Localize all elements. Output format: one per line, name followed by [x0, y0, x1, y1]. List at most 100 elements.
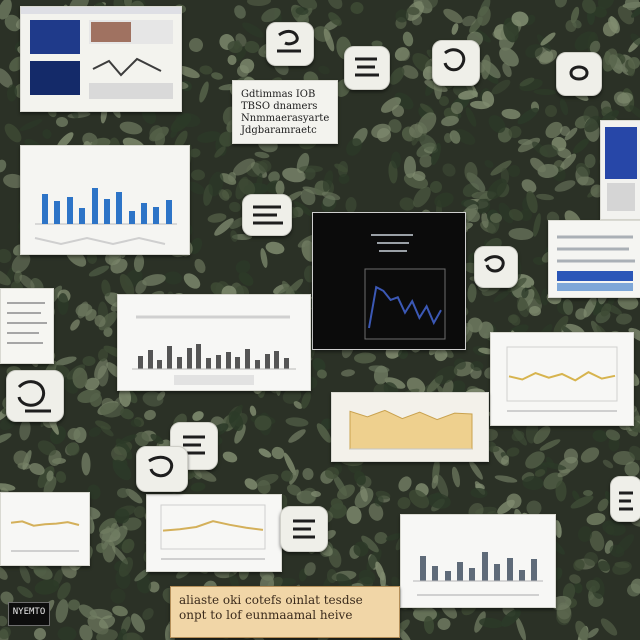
leaf: [441, 115, 459, 127]
bottom-middle-yellow-card: [146, 494, 282, 572]
leaf: [19, 419, 31, 441]
leaf: [554, 520, 562, 538]
leaf: [624, 0, 640, 11]
sticky-loop: [483, 255, 505, 273]
left-small-text-svg: [1, 289, 53, 363]
leaf: [300, 188, 316, 206]
bar-left-bar: [67, 197, 73, 224]
leaf: [586, 512, 606, 526]
leaf: [629, 105, 640, 119]
leaf: [494, 475, 518, 483]
leaf: [11, 252, 31, 274]
leaf: [37, 440, 57, 456]
leaf: [311, 490, 321, 498]
dark-plot-frame: [364, 268, 446, 340]
leaf: [600, 618, 618, 636]
leaf: [259, 569, 275, 581]
leaf: [111, 446, 127, 462]
leaf: [617, 294, 639, 310]
leaf: [631, 4, 640, 18]
leaf: [539, 439, 561, 451]
histogram-bar: [274, 351, 279, 369]
leaf: [288, 429, 306, 443]
leaf: [573, 138, 589, 154]
sticky-bottom-2-svg: [148, 455, 174, 478]
leaf: [4, 123, 22, 143]
leaf: [592, 429, 608, 443]
leaf: [516, 296, 530, 318]
leaf: [110, 588, 126, 604]
bar-left-bar: [42, 194, 48, 224]
leaf: [94, 358, 108, 380]
rl-lines: [557, 235, 635, 263]
leaf: [96, 629, 118, 640]
center-yellow-area-svg: [332, 393, 488, 461]
leaf: [511, 11, 529, 27]
leaf: [118, 387, 132, 407]
leaf: [470, 487, 488, 499]
bottom-banner: aliaste oki cotefs oinlat tesdse onpt to…: [170, 586, 400, 638]
yellow-line-frame: [506, 346, 618, 402]
leaf: [94, 315, 106, 327]
leaf: [602, 21, 618, 37]
leaf: [434, 192, 454, 208]
leaf: [328, 12, 342, 26]
bl-bg: [1, 493, 89, 565]
leaf: [268, 171, 280, 183]
leaf: [338, 173, 350, 185]
leaf: [318, 65, 330, 75]
right-yellow-line-card: [490, 332, 634, 426]
leaf: [0, 0, 12, 20]
gray-bar: [420, 556, 426, 581]
leaf: [337, 484, 355, 500]
leaf: [615, 534, 635, 554]
leaf: [42, 129, 52, 139]
leaf: [281, 470, 293, 482]
sticky-far-right-svg: [619, 491, 633, 511]
sticky-far-right: [610, 476, 640, 522]
leaf: [336, 573, 352, 589]
leaf: [521, 179, 537, 193]
leaf: [0, 483, 16, 491]
leaf: [164, 271, 182, 285]
leaf: [451, 102, 463, 114]
leaf: [602, 459, 614, 469]
leaf: [475, 198, 491, 214]
leaf: [244, 478, 258, 490]
leaf: [519, 77, 535, 87]
leaf: [142, 608, 154, 620]
histogram-bar: [216, 355, 221, 369]
bar-left-bar: [104, 199, 110, 224]
sticky-top-2: [344, 46, 390, 90]
leaf: [119, 434, 137, 444]
leaf: [417, 112, 437, 134]
sticky-top-4: [556, 52, 602, 96]
bottom-left-yellow-svg: [1, 493, 89, 565]
leaf: [419, 103, 435, 115]
leaf: [391, 151, 401, 169]
leaf: [533, 426, 551, 444]
leaf: [570, 495, 594, 509]
leaf: [346, 138, 362, 156]
leaf: [194, 258, 206, 274]
leaf: [321, 191, 341, 201]
leaf: [29, 463, 45, 475]
leaf: [57, 582, 71, 600]
sticky-loop: [17, 380, 46, 407]
leaf: [34, 628, 46, 640]
gray-bar: [445, 571, 451, 581]
leaf: [435, 474, 449, 498]
hist-footer-block: [174, 375, 254, 385]
leaf: [283, 452, 297, 476]
leaf: [540, 32, 556, 46]
leaf: [375, 561, 385, 581]
leaf: [406, 6, 420, 16]
leaf: [228, 411, 244, 431]
leaf: [323, 28, 335, 52]
leaf: [176, 65, 200, 79]
leaf: [289, 469, 299, 485]
leaf: [481, 212, 489, 228]
leaf: [458, 90, 478, 100]
leaf: [437, 617, 451, 631]
leaf: [189, 237, 203, 255]
